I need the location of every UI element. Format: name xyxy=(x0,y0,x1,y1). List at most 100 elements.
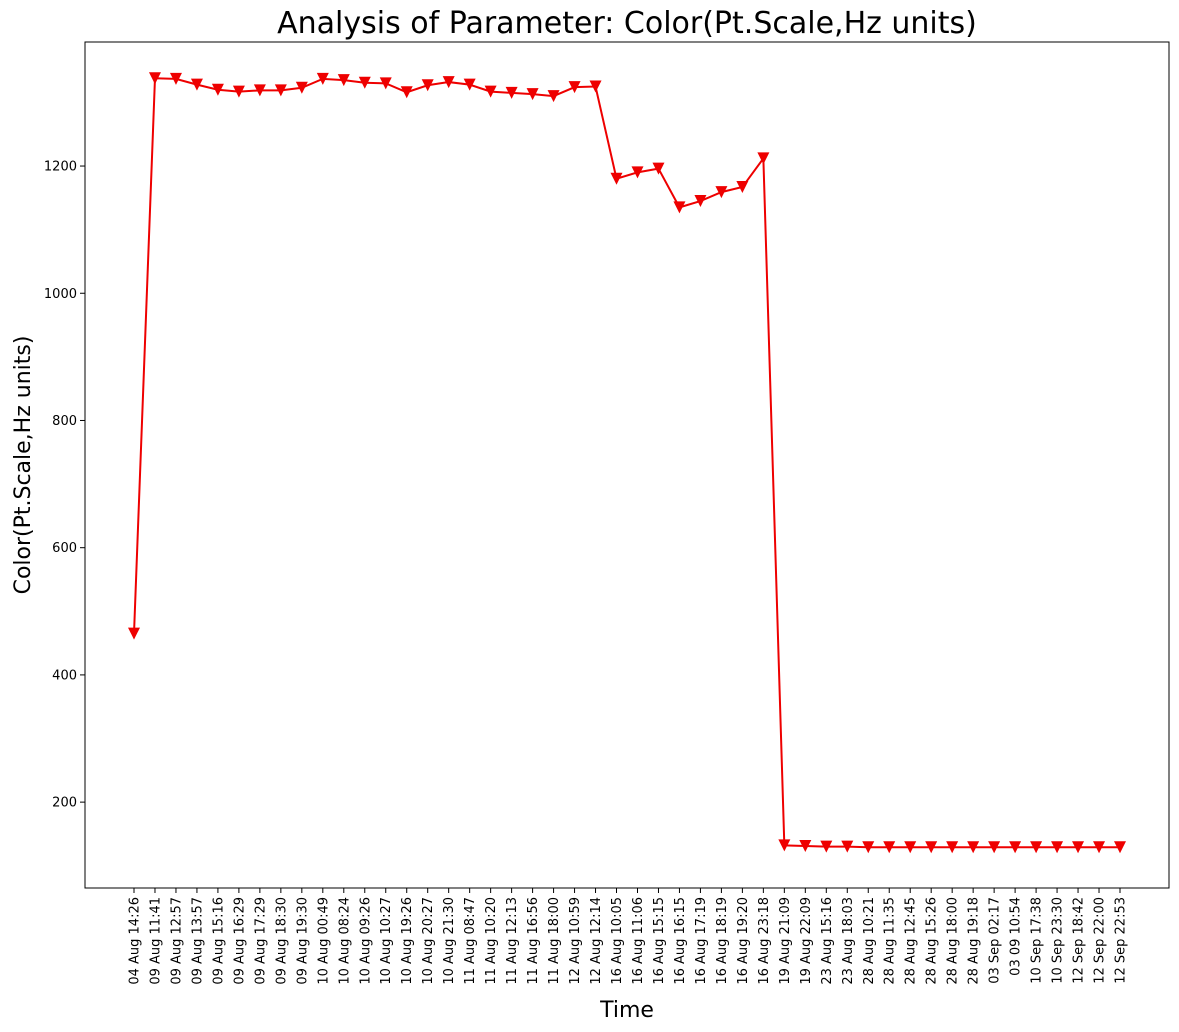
data-point-marker xyxy=(568,81,581,94)
data-point-marker xyxy=(946,841,959,854)
y-tick-label: 600 xyxy=(52,541,77,556)
x-tick-label: 12 Sep 22:00 xyxy=(1093,897,1108,984)
data-point-marker xyxy=(379,77,392,90)
x-tick-label: 11 Aug 16:56 xyxy=(526,897,541,985)
data-point-marker xyxy=(862,841,875,854)
data-point-marker xyxy=(925,841,938,854)
x-tick-label: 04 Aug 14:26 xyxy=(128,897,143,985)
x-tick-label: 10 Aug 21:30 xyxy=(442,897,457,985)
x-tick-label: 12 Aug 12:14 xyxy=(589,897,604,985)
data-point-marker xyxy=(1114,841,1126,854)
data-point-marker xyxy=(988,841,1001,854)
data-point-marker xyxy=(337,74,350,87)
data-point-marker xyxy=(316,72,329,85)
y-axis-label: Color(Pt.Scale,Hz units) xyxy=(11,336,36,595)
x-tick-label: 19 Aug 22:09 xyxy=(799,897,814,985)
x-tick-label: 28 Aug 12:45 xyxy=(904,897,919,985)
series-line xyxy=(133,77,1120,849)
x-tick-label: 16 Aug 10:05 xyxy=(610,897,625,985)
data-point-marker xyxy=(1009,841,1022,854)
y-tick-label: 800 xyxy=(52,414,77,429)
x-tick-label: 11 Aug 08:47 xyxy=(463,897,478,985)
data-point-marker xyxy=(631,166,644,179)
data-point-marker xyxy=(1093,841,1106,854)
x-tick-label: 10 Aug 00:49 xyxy=(316,897,331,985)
y-tick-label: 400 xyxy=(52,668,77,683)
x-tick-label: 23 Aug 15:16 xyxy=(820,897,835,985)
data-point-marker xyxy=(232,85,245,98)
x-tick-label: 09 Aug 19:30 xyxy=(295,897,310,985)
data-point-marker xyxy=(526,88,539,101)
data-point-marker xyxy=(715,186,728,199)
data-point-marker xyxy=(547,90,560,103)
data-point-marker xyxy=(211,83,224,96)
x-axis-label: Time xyxy=(599,998,654,1023)
x-tick-label: 10 Aug 20:27 xyxy=(421,897,436,985)
x-tick-label: 12 Sep 18:42 xyxy=(1072,897,1087,984)
x-tick-label: 09 Aug 13:57 xyxy=(190,897,205,985)
data-point-marker xyxy=(253,84,266,97)
x-tick-label: 23 Aug 18:03 xyxy=(841,897,856,985)
x-tick-label: 16 Aug 17:19 xyxy=(694,897,709,985)
x-tick-label: 16 Aug 11:06 xyxy=(631,897,646,985)
data-point-marker xyxy=(421,79,434,92)
y-tick-label: 1000 xyxy=(44,287,77,302)
x-tick-label: 12 Sep 22:53 xyxy=(1114,897,1129,984)
data-point-marker xyxy=(295,81,308,94)
y-axis: 200 400 600 800 1000 1200 xyxy=(44,160,85,811)
x-tick-label: 28 Aug 15:26 xyxy=(925,897,940,985)
x-tick-label: 09 Aug 17:29 xyxy=(253,897,268,985)
x-tick-label: 11 Aug 10:20 xyxy=(484,897,499,985)
data-point-marker xyxy=(505,86,518,99)
data-point-marker xyxy=(169,72,182,85)
data-point-marker xyxy=(190,78,203,91)
data-point-marker xyxy=(883,841,896,854)
x-tick-label: 03 Sep 02:17 xyxy=(988,897,1003,984)
data-point-marker xyxy=(610,172,623,185)
data-point-marker xyxy=(1072,841,1085,854)
data-point-marker xyxy=(757,152,770,165)
series-markers xyxy=(128,72,1126,854)
data-point-marker xyxy=(967,841,980,854)
x-tick-label: 09 Aug 16:29 xyxy=(232,897,247,985)
x-tick-label: 10 Aug 09:26 xyxy=(358,897,373,985)
data-point-marker xyxy=(463,78,476,91)
x-tick-label: 11 Aug 12:13 xyxy=(505,897,520,985)
data-point-marker xyxy=(148,72,161,85)
data-point-marker xyxy=(484,85,497,98)
x-tick-label: 28 Aug 18:00 xyxy=(946,897,961,985)
x-tick-label: 12 Aug 10:59 xyxy=(568,897,583,985)
x-axis: 04 Aug 14:26 09 Aug 11:41 09 Aug 12:57 09 A… xyxy=(128,888,1129,985)
y-tick-label: 1200 xyxy=(44,160,77,175)
x-tick-label: 16 Aug 18:19 xyxy=(715,897,730,985)
data-point-marker xyxy=(736,181,749,194)
data-point-marker xyxy=(358,76,371,89)
x-tick-label: 09 Aug 15:16 xyxy=(211,897,226,985)
data-point-marker xyxy=(799,840,812,853)
x-tick-label: 28 Aug 10:21 xyxy=(862,897,877,985)
data-point-marker xyxy=(1030,841,1043,854)
data-point-marker xyxy=(1051,841,1064,854)
data-point-marker xyxy=(904,841,917,854)
data-point-marker xyxy=(652,162,665,175)
data-point-marker xyxy=(778,839,791,852)
data-point-marker xyxy=(274,84,287,97)
x-tick-label: 11 Aug 18:00 xyxy=(547,897,562,985)
x-tick-label: 10 Aug 08:24 xyxy=(337,897,352,985)
x-tick-label: 10 Aug 10:27 xyxy=(379,897,394,985)
x-tick-label: 16 Aug 16:15 xyxy=(673,897,688,985)
data-point-marker xyxy=(820,840,833,853)
data-point-marker xyxy=(442,76,455,89)
data-point-marker xyxy=(128,627,140,640)
data-point-marker xyxy=(841,840,854,853)
x-tick-label: 16 Aug 23:18 xyxy=(757,897,772,985)
x-tick-label: 09 Aug 11:41 xyxy=(148,897,163,985)
x-tick-label: 28 Aug 19:18 xyxy=(967,897,982,985)
x-tick-label: 28 Aug 11:35 xyxy=(883,897,898,985)
x-tick-label: 16 Aug 15:15 xyxy=(652,897,667,985)
data-point-marker xyxy=(673,201,686,214)
plot-area xyxy=(84,41,1170,889)
chart-title: Analysis of Parameter: Color(Pt.Scale,Hz… xyxy=(277,6,977,41)
x-tick-label: 03 09 10:54 xyxy=(1009,897,1024,976)
